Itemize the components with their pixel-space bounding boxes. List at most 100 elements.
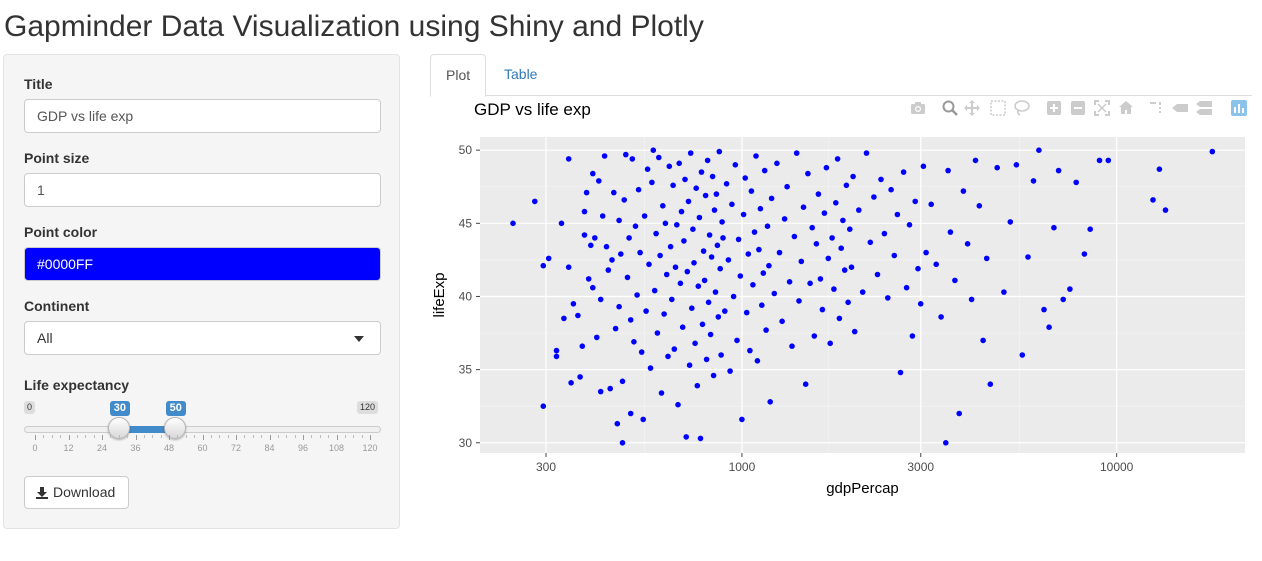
slider-grid-tick: [336, 435, 338, 440]
data-point: [972, 157, 979, 164]
camera-icon[interactable]: [909, 99, 927, 117]
data-point: [827, 340, 833, 347]
slider-grid-label: 84: [264, 443, 275, 453]
data-point: [677, 280, 684, 287]
data-point: [847, 226, 853, 232]
data-point: [819, 306, 826, 313]
autoscale-icon[interactable]: [1093, 99, 1111, 117]
data-point: [743, 309, 750, 316]
data-point: [791, 233, 798, 240]
data-point: [821, 210, 828, 216]
data-point: [644, 166, 651, 172]
data-point: [859, 289, 866, 295]
data-point: [923, 249, 929, 256]
data-point: [747, 347, 753, 354]
data-point: [596, 178, 602, 184]
slider-grid-tick: [236, 435, 237, 440]
data-point: [823, 164, 830, 171]
spike-lines-icon[interactable]: [1147, 99, 1165, 117]
continent-select[interactable]: All: [24, 321, 381, 355]
slider-from-handle[interactable]: [107, 417, 130, 439]
data-point: [716, 148, 723, 155]
zoom-icon[interactable]: [941, 99, 959, 117]
data-point: [897, 369, 904, 376]
data-point: [1046, 324, 1052, 330]
data-point: [888, 186, 894, 193]
data-point: [712, 289, 719, 295]
hover-compare-icon[interactable]: [1195, 99, 1213, 117]
data-point: [683, 434, 689, 440]
data-point: [646, 261, 652, 268]
point-size-input[interactable]: 1: [24, 173, 381, 207]
tab-table[interactable]: Table: [504, 66, 538, 82]
data-point: [928, 201, 934, 208]
data-point: [640, 416, 646, 423]
data-point: [561, 315, 567, 322]
hover-closest-icon[interactable]: [1171, 99, 1189, 117]
slider-selected-range[interactable]: [118, 426, 175, 433]
slider-to-handle[interactable]: [163, 417, 186, 439]
data-point: [700, 248, 707, 254]
data-point: [581, 232, 588, 238]
slider-grid-minor-tick: [227, 435, 229, 438]
data-point: [754, 358, 761, 364]
x-tick-label: 1000: [729, 460, 756, 474]
box-select-icon[interactable]: [989, 99, 1007, 117]
data-point: [863, 150, 870, 156]
slider-grid-minor-tick: [152, 435, 154, 438]
data-point: [1007, 219, 1014, 225]
data-point: [983, 255, 990, 262]
data-point: [885, 295, 891, 301]
data-point: [761, 167, 768, 174]
tab-plot[interactable]: Plot: [430, 54, 487, 97]
data-point: [687, 150, 694, 156]
data-point: [621, 197, 627, 203]
data-point: [605, 267, 612, 273]
scatter-plot[interactable]: 30 35 40 45 50 300 1000 3000 10000 gdpPercap lifeE…: [425, 120, 1255, 505]
pan-icon[interactable]: [963, 99, 981, 117]
plotly-logo-icon[interactable]: [1230, 99, 1248, 117]
data-point: [623, 151, 629, 158]
download-button[interactable]: Download: [24, 476, 129, 509]
data-point: [663, 271, 670, 278]
reset-axes-icon[interactable]: [1117, 99, 1135, 117]
x-axis-label: gdpPercap: [826, 480, 899, 497]
x-tick-label: 3000: [907, 460, 934, 474]
y-tick-label: 30: [459, 436, 473, 450]
continent-selected-value: All: [37, 330, 53, 346]
data-point: [831, 286, 837, 292]
title-input[interactable]: GDP vs life exp: [24, 99, 381, 133]
slider-track[interactable]: [24, 426, 381, 433]
data-point: [753, 153, 759, 159]
data-point: [742, 175, 748, 181]
data-point: [669, 296, 675, 303]
data-point: [802, 381, 809, 388]
data-point: [1060, 296, 1066, 303]
data-point: [1096, 157, 1103, 164]
data-point: [624, 274, 631, 281]
data-point: [619, 378, 626, 385]
lasso-icon[interactable]: [1013, 99, 1031, 117]
data-point: [662, 220, 669, 227]
zoom-in-icon[interactable]: [1045, 99, 1063, 117]
data-point: [594, 334, 600, 341]
slider-grid-label: 60: [197, 443, 208, 453]
slider-grid-tick: [35, 435, 36, 440]
slider-grid-minor-tick: [43, 435, 45, 438]
data-point: [616, 217, 622, 224]
data-point: [1001, 289, 1007, 295]
data-point: [900, 169, 907, 175]
data-point: [676, 160, 682, 167]
data-point: [764, 223, 771, 229]
data-point: [920, 163, 927, 170]
data-point: [1081, 251, 1088, 257]
data-point: [917, 301, 924, 307]
zoom-out-icon[interactable]: [1069, 99, 1087, 117]
slider-grid-minor-tick: [177, 435, 179, 438]
point-color-input[interactable]: #0000FF: [24, 247, 381, 281]
data-point: [909, 333, 916, 339]
data-point: [705, 299, 712, 306]
data-point: [789, 343, 795, 349]
data-point: [729, 201, 735, 208]
data-point: [675, 401, 681, 408]
